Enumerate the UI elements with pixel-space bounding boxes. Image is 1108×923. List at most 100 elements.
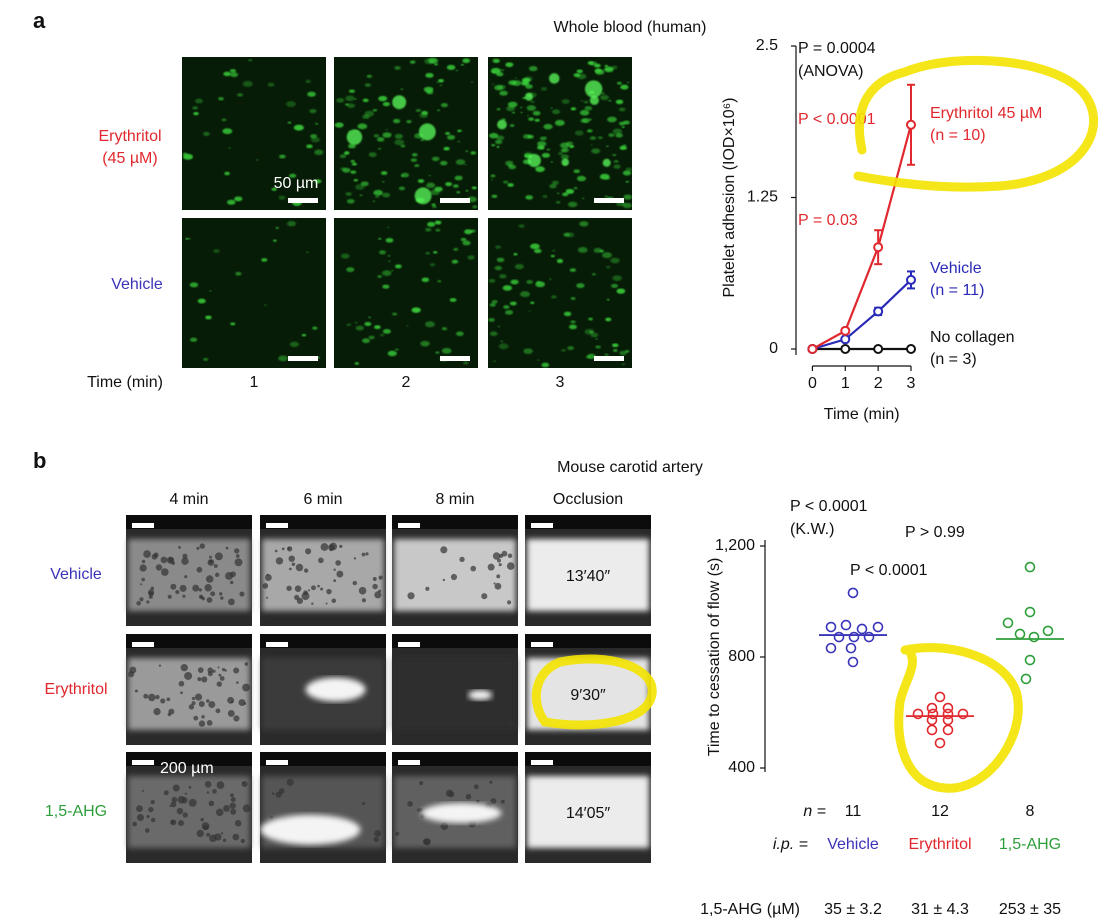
fluorescent-spot [286, 220, 297, 227]
fluorescent-spot [315, 122, 319, 125]
data-point [848, 631, 860, 643]
fluorescent-spot [394, 264, 402, 269]
fluorescent-spot [543, 123, 553, 130]
fluorescent-aggregate [414, 187, 432, 205]
fluorescent-spot [355, 325, 364, 331]
speckle [331, 598, 337, 604]
fluorescent-spot [193, 111, 199, 116]
fluorescent-aggregate [561, 158, 570, 167]
scale-bar [398, 642, 420, 647]
fluorescent-spot [573, 169, 580, 174]
fluorescent-spot [550, 107, 553, 109]
data-point [840, 334, 851, 345]
fluorescent-spot [510, 279, 519, 285]
fluorescent-spot [279, 154, 286, 159]
speckle [167, 594, 172, 599]
speckle [204, 584, 212, 592]
row-label: Vehicle [111, 276, 163, 293]
p-value: P = 0.03 [798, 212, 858, 229]
speckle [407, 592, 415, 600]
fluorescent-spot [502, 285, 513, 291]
fluorescent-spot [619, 350, 627, 356]
speckle [160, 698, 166, 704]
fluorescent-spot [456, 191, 461, 194]
speckle [450, 573, 458, 581]
speckle [303, 590, 308, 596]
highlights [531, 55, 1099, 793]
fluorescent-spot [591, 148, 601, 154]
fluorescent-spot [432, 205, 437, 208]
fluorescent-spot [382, 101, 390, 107]
speckle [335, 560, 341, 566]
fluorescent-spot [495, 245, 501, 249]
fluorescent-spot [490, 178, 494, 181]
fluorescent-aggregate [524, 92, 534, 101]
fluorescent-spot [185, 237, 189, 240]
fluorescent-spot [439, 160, 448, 166]
fluorescent-spot [595, 345, 601, 349]
data-point [845, 642, 857, 654]
fluorescent-spot [434, 63, 439, 66]
fluorescent-spot [339, 154, 347, 159]
speckle [128, 671, 135, 678]
fluorescent-spot [568, 201, 578, 208]
fluorescent-spot [345, 95, 355, 102]
speckle [476, 799, 480, 804]
speckle [180, 663, 188, 672]
fluorescent-spot [580, 118, 588, 123]
panel-label: a [33, 8, 46, 33]
data-point [840, 344, 851, 354]
speckle [139, 564, 147, 572]
speckle [296, 597, 303, 604]
fluorescent-spot [439, 84, 443, 87]
micrograph [126, 752, 252, 863]
speckle [281, 547, 285, 551]
data-point [934, 691, 946, 703]
fluorescent-spot [345, 103, 349, 106]
fluorescent-spot [534, 248, 542, 254]
speckle [442, 578, 446, 582]
fluorescent-spot [222, 128, 233, 135]
speckle [353, 557, 357, 560]
vessel-top [392, 634, 518, 648]
speckle [171, 796, 178, 803]
concentration: 253 ± 35 [999, 901, 1061, 918]
fluorescent-spot [387, 350, 397, 357]
fluorescent-spot [580, 100, 583, 102]
fluorescent-spot [489, 302, 496, 307]
speckle [148, 807, 154, 813]
speckle [501, 550, 508, 557]
fluorescent-spot [618, 107, 626, 112]
fluorescent-spot [515, 77, 518, 79]
fluorescent-spot [490, 174, 496, 178]
fluorescent-spot [496, 135, 505, 141]
fluorescent-spot [203, 357, 209, 361]
speckle [422, 838, 430, 846]
fluorescent-spot [401, 172, 410, 178]
fluorescent-spot [500, 69, 504, 72]
fluorescent-spot [612, 343, 619, 348]
fluorescent-spot [351, 162, 357, 166]
fluorescent-spot [378, 96, 387, 102]
scale-bar [132, 523, 154, 528]
speckle [175, 589, 180, 595]
annotation: P = 0.0004 [798, 40, 876, 57]
y-tick-label: 2.5 [756, 37, 778, 54]
speckle [266, 596, 269, 599]
data-point [840, 619, 852, 631]
series-label: No collagen [930, 329, 1015, 346]
speckle [181, 557, 189, 565]
fluorescent-spot [305, 79, 311, 84]
scale-bar [288, 198, 318, 203]
fluorescent-spot [343, 151, 350, 155]
speckle [294, 585, 302, 592]
speckle [240, 838, 246, 844]
fluorescent-spot [606, 145, 609, 148]
speckle [147, 589, 155, 596]
image-background [488, 218, 632, 368]
fluorescent-spot [491, 71, 495, 73]
scale-bar [594, 356, 624, 361]
speckle [220, 596, 224, 600]
fluorescent-spot [514, 263, 524, 270]
speckle [227, 709, 235, 717]
